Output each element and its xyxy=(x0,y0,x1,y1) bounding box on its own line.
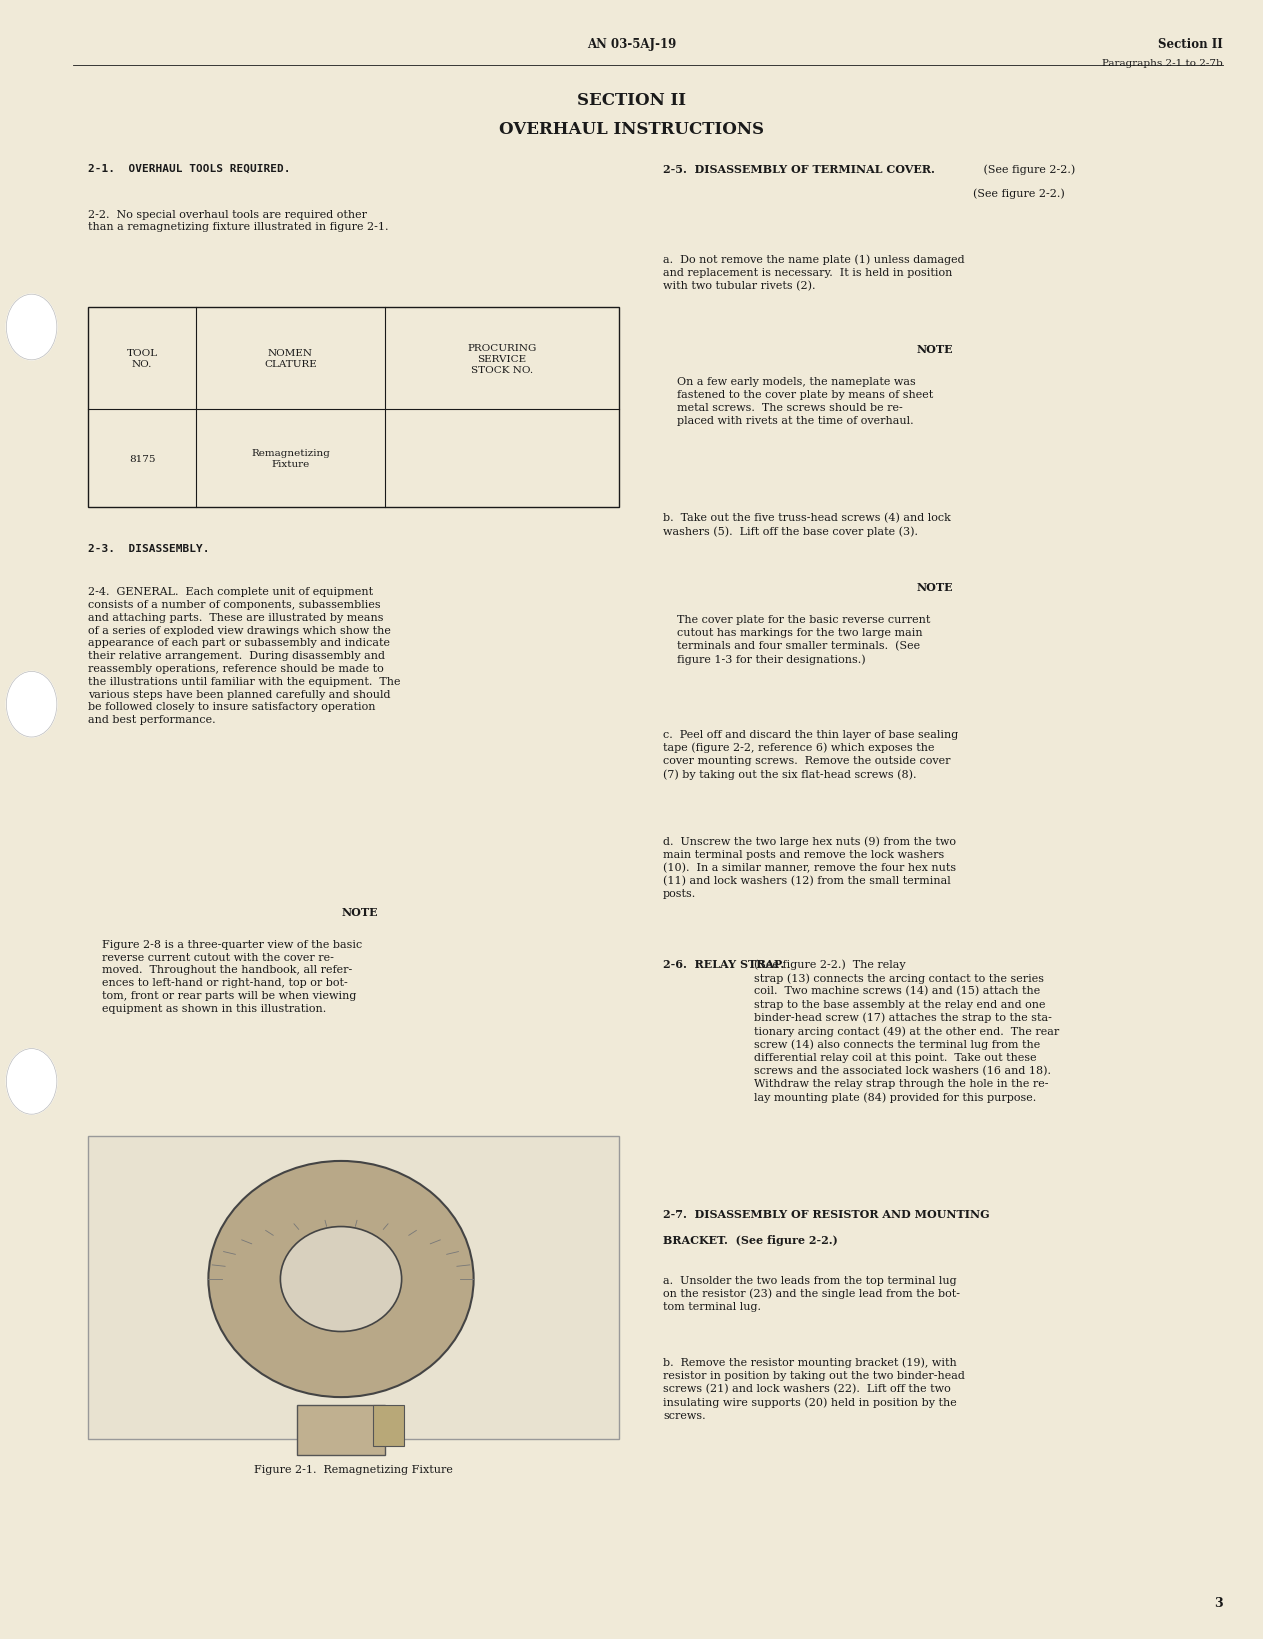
Text: a.  Unsolder the two leads from the top terminal lug
on the resistor (23) and th: a. Unsolder the two leads from the top t… xyxy=(663,1275,960,1311)
Text: (See figure 2-2.)  The relay
strap (13) connects the arcing contact to the serie: (See figure 2-2.) The relay strap (13) c… xyxy=(754,959,1060,1101)
Circle shape xyxy=(6,1049,57,1115)
Text: NOTE: NOTE xyxy=(917,582,952,593)
Text: Remagnetizing
Fixture: Remagnetizing Fixture xyxy=(251,449,330,469)
Text: 8175: 8175 xyxy=(129,454,155,464)
Text: c.  Peel off and discard the thin layer of base sealing
tape (figure 2-2, refere: c. Peel off and discard the thin layer o… xyxy=(663,729,959,779)
Bar xyxy=(88,1136,619,1439)
Bar xyxy=(373,1405,404,1446)
Text: SECTION II: SECTION II xyxy=(577,92,686,108)
Text: 2-1.  OVERHAUL TOOLS REQUIRED.: 2-1. OVERHAUL TOOLS REQUIRED. xyxy=(88,164,290,174)
Text: a.  Do not remove the name plate (1) unless damaged
and replacement is necessary: a. Do not remove the name plate (1) unle… xyxy=(663,254,965,290)
Text: The cover plate for the basic reverse current
    cutout has markings for the tw: The cover plate for the basic reverse cu… xyxy=(663,615,931,664)
Text: 2-7.  DISASSEMBLY OF RESISTOR AND MOUNTING: 2-7. DISASSEMBLY OF RESISTOR AND MOUNTIN… xyxy=(663,1208,990,1219)
Text: PROCURING
SERVICE
STOCK NO.: PROCURING SERVICE STOCK NO. xyxy=(467,343,537,375)
Text: Figure 2-8 is a three-quarter view of the basic
    reverse current cutout with : Figure 2-8 is a three-quarter view of th… xyxy=(88,939,362,1013)
Text: 2-6.  RELAY STRAP.: 2-6. RELAY STRAP. xyxy=(663,959,784,970)
Text: b.  Take out the five truss-head screws (4) and lock
washers (5).  Lift off the : b. Take out the five truss-head screws (… xyxy=(663,513,951,538)
Text: 2-2.  No special overhaul tools are required other
than a remagnetizing fixture : 2-2. No special overhaul tools are requi… xyxy=(88,210,389,231)
Text: Section II: Section II xyxy=(1158,38,1223,51)
Text: BRACKET.  (See figure 2-2.): BRACKET. (See figure 2-2.) xyxy=(663,1234,837,1246)
Ellipse shape xyxy=(280,1226,402,1331)
Text: (See figure 2-2.): (See figure 2-2.) xyxy=(973,164,1075,174)
Text: Paragraphs 2-1 to 2-7b: Paragraphs 2-1 to 2-7b xyxy=(1101,59,1223,67)
Text: 2-4.  GENERAL.  Each complete unit of equipment
consists of a number of componen: 2-4. GENERAL. Each complete unit of equi… xyxy=(88,587,400,724)
Text: TOOL
NO.: TOOL NO. xyxy=(126,349,158,369)
Text: 2-3.  DISASSEMBLY.: 2-3. DISASSEMBLY. xyxy=(88,544,210,554)
Text: NOTE: NOTE xyxy=(917,344,952,356)
Text: On a few early models, the nameplate was
    fastened to the cover plate by mean: On a few early models, the nameplate was… xyxy=(663,377,933,426)
Text: b.  Remove the resistor mounting bracket (19), with
resistor in position by taki: b. Remove the resistor mounting bracket … xyxy=(663,1357,965,1419)
Text: NOMEN
CLATURE: NOMEN CLATURE xyxy=(264,349,317,369)
Text: d.  Unscrew the two large hex nuts (9) from the two
main terminal posts and remo: d. Unscrew the two large hex nuts (9) fr… xyxy=(663,836,956,898)
Text: OVERHAUL INSTRUCTIONS: OVERHAUL INSTRUCTIONS xyxy=(499,121,764,138)
Bar xyxy=(88,308,619,508)
Circle shape xyxy=(6,295,57,361)
Circle shape xyxy=(6,672,57,738)
Ellipse shape xyxy=(208,1160,474,1396)
Bar xyxy=(297,1405,385,1455)
Text: 3: 3 xyxy=(1214,1596,1223,1609)
Text: AN 03-5AJ-19: AN 03-5AJ-19 xyxy=(587,38,676,51)
Text: 2-5.  DISASSEMBLY OF TERMINAL COVER.: 2-5. DISASSEMBLY OF TERMINAL COVER. xyxy=(663,164,935,175)
Text: NOTE: NOTE xyxy=(342,906,378,918)
Text: Figure 2-1.  Remagnetizing Fixture: Figure 2-1. Remagnetizing Fixture xyxy=(254,1464,453,1473)
Text: (See figure 2-2.): (See figure 2-2.) xyxy=(973,188,1065,198)
